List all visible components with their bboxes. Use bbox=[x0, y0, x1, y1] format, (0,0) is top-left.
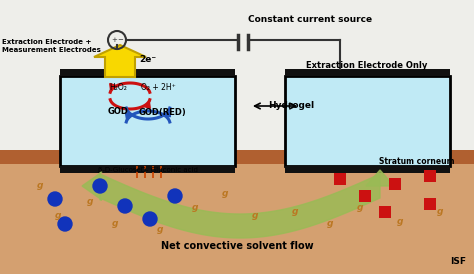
Text: Extraction Electrode +
Measurement Electrodes: Extraction Electrode + Measurement Elect… bbox=[2, 39, 101, 53]
FancyArrow shape bbox=[94, 45, 146, 77]
Bar bbox=[60, 166, 235, 173]
Text: ISF: ISF bbox=[450, 257, 466, 266]
Bar bbox=[60, 69, 235, 76]
Bar bbox=[424, 170, 436, 182]
Text: g: g bbox=[87, 198, 93, 207]
Text: −: − bbox=[117, 37, 123, 43]
Text: 2e⁻: 2e⁻ bbox=[139, 56, 156, 64]
Bar bbox=[285, 76, 450, 166]
Circle shape bbox=[118, 199, 132, 213]
Text: g: g bbox=[112, 219, 118, 229]
Text: g: g bbox=[292, 207, 298, 216]
Text: +: + bbox=[111, 37, 117, 43]
Text: g: g bbox=[55, 212, 61, 221]
Bar bbox=[285, 166, 450, 173]
Bar bbox=[0, 150, 474, 274]
Text: Net convective solvent flow: Net convective solvent flow bbox=[161, 241, 313, 251]
Text: g: g bbox=[222, 190, 228, 198]
Text: H₂O₂: H₂O₂ bbox=[109, 84, 127, 93]
Text: GOD: GOD bbox=[108, 107, 128, 116]
Bar bbox=[389, 178, 401, 190]
Text: Constant current source: Constant current source bbox=[248, 16, 372, 24]
Polygon shape bbox=[100, 174, 380, 238]
Text: g: g bbox=[157, 224, 163, 233]
FancyArrow shape bbox=[82, 172, 102, 200]
Text: Stratum corneum: Stratum corneum bbox=[380, 158, 455, 167]
Text: g: g bbox=[357, 204, 363, 213]
Text: g: g bbox=[252, 212, 258, 221]
Bar bbox=[359, 190, 371, 202]
FancyArrow shape bbox=[366, 170, 394, 186]
Bar bbox=[0, 150, 474, 164]
Text: GOD(RED): GOD(RED) bbox=[139, 107, 187, 116]
Text: β-D-GlucoseD- Gluconic acid: β-D-GlucoseD- Gluconic acid bbox=[98, 167, 198, 173]
Text: g: g bbox=[437, 207, 443, 216]
Bar bbox=[0, 0, 474, 167]
Circle shape bbox=[93, 179, 107, 193]
Circle shape bbox=[48, 192, 62, 206]
Bar bbox=[334, 173, 346, 185]
Circle shape bbox=[58, 217, 72, 231]
Text: O₂ + 2H⁺: O₂ + 2H⁺ bbox=[141, 84, 175, 93]
Text: g: g bbox=[192, 204, 198, 213]
Bar bbox=[379, 206, 391, 218]
Text: g: g bbox=[327, 219, 333, 229]
Bar bbox=[60, 76, 235, 166]
Circle shape bbox=[168, 189, 182, 203]
Bar bbox=[424, 198, 436, 210]
Text: g: g bbox=[397, 218, 403, 227]
Text: Hydrogel: Hydrogel bbox=[268, 101, 314, 110]
Text: g: g bbox=[37, 181, 43, 190]
Text: Extraction Electrode Only: Extraction Electrode Only bbox=[306, 61, 428, 70]
Circle shape bbox=[143, 212, 157, 226]
Bar bbox=[285, 69, 450, 76]
